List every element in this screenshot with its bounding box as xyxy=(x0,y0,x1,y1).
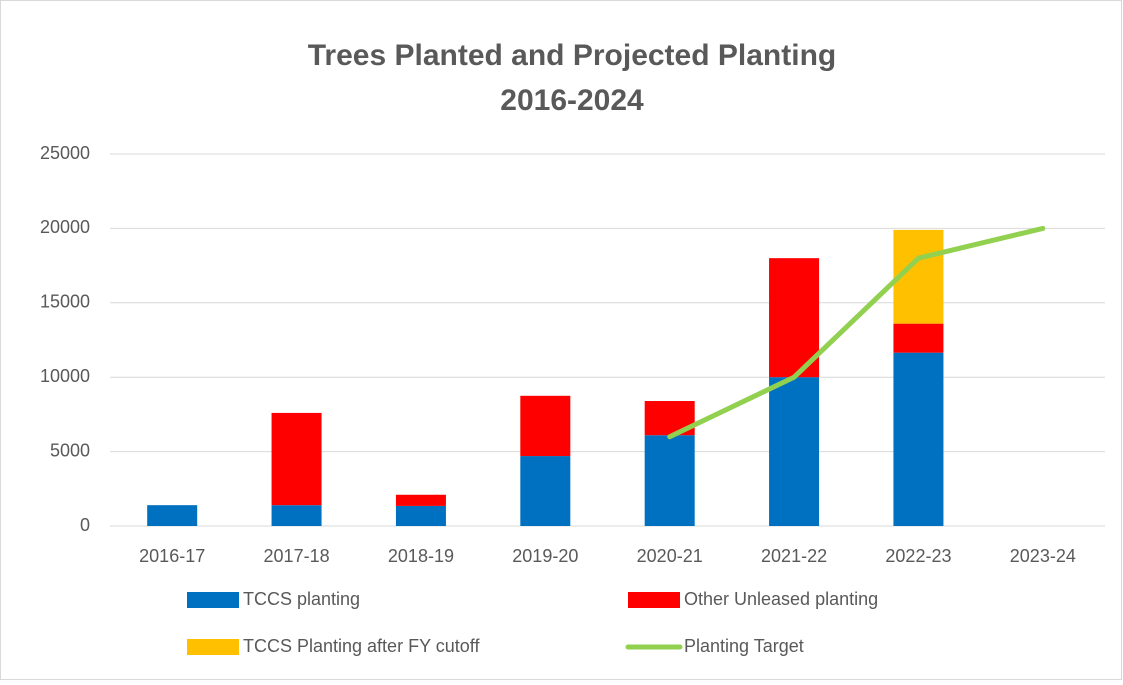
bar-segment xyxy=(395,505,446,526)
bar-segment xyxy=(769,258,820,378)
x-tick-label: 2016-17 xyxy=(139,546,205,566)
bar-segment xyxy=(893,352,944,526)
x-tick-label: 2023-24 xyxy=(1010,546,1076,566)
x-tick-label: 2017-18 xyxy=(264,546,330,566)
chart-subtitle: 2016-2024 xyxy=(500,84,644,117)
bar-segment xyxy=(520,395,571,457)
legend-swatch xyxy=(628,592,680,608)
y-tick-label: 15000 xyxy=(40,292,90,312)
x-tick-label: 2019-20 xyxy=(512,546,578,566)
bar-segment xyxy=(147,505,198,526)
y-tick-label: 10000 xyxy=(40,366,90,386)
legend-label: Planting Target xyxy=(684,636,804,656)
y-tick-label: 25000 xyxy=(40,143,90,163)
bar-segment xyxy=(395,494,446,506)
x-tick-label: 2021-22 xyxy=(761,546,827,566)
legend-label: TCCS planting xyxy=(243,589,360,609)
x-tick-label: 2020-21 xyxy=(637,546,703,566)
x-tick-label: 2022-23 xyxy=(885,546,951,566)
bar-segment xyxy=(893,323,944,353)
legend-swatch xyxy=(187,592,239,608)
legend-label: Other Unleased planting xyxy=(684,589,878,609)
y-tick-label: 5000 xyxy=(50,440,90,460)
chart-title: Trees Planted and Projected Planting xyxy=(308,39,836,72)
x-tick-label: 2018-19 xyxy=(388,546,454,566)
bar-segment xyxy=(520,456,571,526)
bar-segment xyxy=(644,435,695,526)
bar-segment xyxy=(271,412,322,506)
bar-segment xyxy=(271,505,322,526)
bar-segment xyxy=(769,377,820,526)
line-series xyxy=(667,225,1046,440)
y-tick-label: 20000 xyxy=(40,217,90,237)
legend-label: TCCS Planting after FY cutoff xyxy=(243,636,480,656)
legend-swatch xyxy=(187,639,239,655)
y-tick-label: 0 xyxy=(80,515,90,535)
